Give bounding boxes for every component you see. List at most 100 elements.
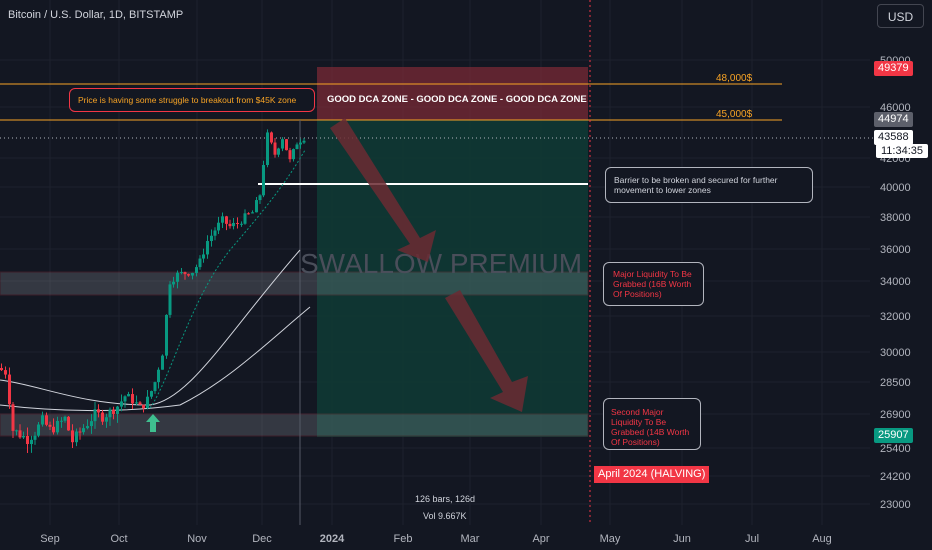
candle-body — [52, 426, 55, 433]
candle-body — [0, 368, 3, 371]
candle-body — [138, 402, 142, 405]
candle-body — [288, 150, 292, 160]
candle-body — [206, 241, 209, 255]
second-liquidity-annotation[interactable]: Second Major Liquidity To Be Grabbed (14… — [603, 398, 701, 450]
ma-200-line — [0, 306, 311, 412]
candle-body — [161, 355, 164, 370]
price-tag-gray: 44974 — [874, 112, 913, 127]
y-tick-label: 24200 — [880, 471, 911, 483]
candle-body — [127, 394, 130, 397]
candle-body — [150, 391, 153, 397]
candle-body — [112, 409, 115, 414]
struggle-annotation[interactable]: Price is having some struggle to breakou… — [69, 88, 315, 112]
arrow-to-second-liquidity — [445, 290, 528, 412]
candle-body — [4, 370, 7, 375]
candle-body — [146, 396, 149, 409]
candle-body — [243, 213, 247, 224]
price-tag-green: 25907 — [874, 428, 913, 443]
y-tick-label: 38000 — [880, 212, 911, 224]
candle-body — [101, 412, 104, 422]
candle-body — [262, 165, 265, 196]
candle-body — [299, 142, 302, 145]
candle-body — [266, 132, 269, 166]
x-tick-label: May — [600, 533, 621, 545]
volume-info: Vol 9.667K — [423, 511, 467, 521]
y-tick-label: 25400 — [880, 443, 911, 455]
level-48k-label: 48,000$ — [716, 73, 753, 84]
x-tick-label: Feb — [394, 533, 413, 545]
candle-body — [153, 382, 157, 392]
candle-body — [11, 404, 15, 431]
major-liquidity-zone — [0, 271, 589, 296]
candle-body — [183, 272, 187, 275]
candle-body — [75, 431, 78, 443]
candle-body — [255, 200, 258, 213]
x-tick-label: Apr — [532, 533, 549, 545]
candle-body — [41, 415, 44, 425]
candle-body — [292, 149, 295, 160]
risk-zone — [317, 67, 588, 120]
price-tag-current: 43588 — [874, 130, 913, 145]
major-liquidity-annotation[interactable]: Major Liquidity To Be Grabbed (16B Worth… — [603, 262, 704, 306]
candle-body — [105, 417, 108, 422]
candle-body — [37, 424, 40, 436]
candle-body — [56, 420, 59, 433]
barrier-annotation[interactable]: Barrier to be broken and secured for fur… — [605, 167, 813, 203]
candle-body — [93, 409, 97, 422]
candle-body — [295, 144, 299, 150]
y-tick-label: 46000 — [880, 102, 911, 114]
candle-body — [202, 254, 205, 259]
candle-body — [273, 142, 277, 155]
y-tick-label: 40000 — [880, 182, 911, 194]
candle-body — [30, 439, 33, 445]
candle-body — [78, 431, 82, 433]
candle-body — [236, 222, 239, 224]
candle-countdown: 11:34:35 — [876, 144, 928, 158]
candle-body — [247, 213, 250, 215]
x-tick-label: Mar — [461, 533, 480, 545]
candle-body — [45, 415, 48, 425]
symbol-title[interactable]: Bitcoin / U.S. Dollar, 1D, BITSTAMP — [8, 9, 184, 21]
candle-body — [285, 139, 288, 151]
candle-body — [172, 281, 175, 285]
x-tick-label: Nov — [187, 533, 207, 545]
x-tick-label: Oct — [110, 533, 127, 545]
x-tick-label: Jun — [673, 533, 691, 545]
candle-body — [191, 272, 194, 276]
candle-body — [270, 132, 273, 143]
x-tick-label: Sep — [40, 533, 60, 545]
x-tick-label: 2024 — [320, 533, 345, 545]
x-tick-label: Aug — [812, 533, 832, 545]
candle-body — [86, 426, 89, 429]
bars-info: 126 bars, 126d — [415, 494, 475, 504]
candle-body — [22, 435, 25, 438]
y-tick-label: 32000 — [880, 311, 911, 323]
dca-zone-label: GOOD DCA ZONE - GOOD DCA ZONE - GOOD DCA… — [327, 94, 587, 105]
candle-body — [15, 430, 18, 432]
candle-body — [131, 394, 134, 404]
candle-body — [240, 223, 243, 225]
candle-body — [165, 314, 168, 356]
candle-body — [82, 428, 85, 433]
y-tick-label: 26900 — [880, 409, 911, 421]
candle-body — [221, 216, 224, 223]
arrow-to-major-liquidity — [330, 118, 436, 262]
ma-50-line — [0, 249, 301, 406]
candle-body — [210, 235, 213, 242]
candle-body — [63, 416, 67, 421]
candle-body — [176, 272, 179, 282]
entry-up-arrow — [146, 414, 160, 432]
y-tick-label: 28500 — [880, 377, 911, 389]
candle-body — [48, 424, 52, 427]
y-tick-label: 36000 — [880, 244, 911, 256]
time-axis[interactable]: Sep Oct Nov Dec 2024 Feb Mar Apr May Jun Jul Aug — [40, 533, 832, 545]
level-45k-label: 45,000$ — [716, 109, 753, 120]
candle-body — [217, 222, 220, 231]
candle-body — [116, 406, 119, 414]
candle-body — [67, 416, 70, 431]
candle-body — [71, 430, 74, 443]
candle-body — [180, 272, 183, 274]
currency-button[interactable]: USD — [877, 4, 924, 28]
candle-body — [198, 258, 202, 268]
